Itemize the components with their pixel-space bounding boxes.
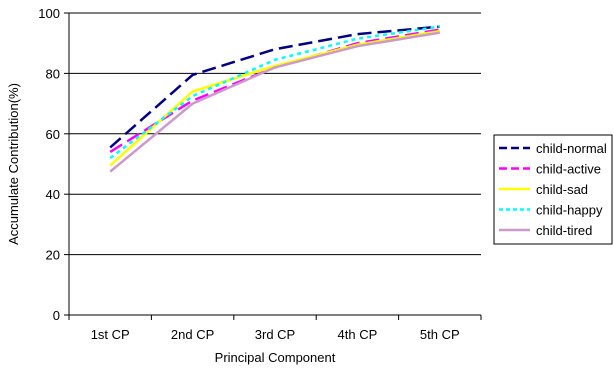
x-tick-labels: 1st CP 2nd CP 3rd CP 4th CP 5th CP [91,327,460,342]
grid-lines [64,12,482,320]
x-tick-label: 5th CP [420,327,460,342]
legend-label: child-happy [536,203,603,218]
y-tick-label: 80 [46,66,60,81]
y-tick-label: 40 [46,187,60,202]
y-tick-labels: 0 20 40 60 80 100 [38,6,60,323]
y-tick-label: 20 [46,248,60,263]
x-axis-title: Principal Component [215,350,336,365]
legend-label: child-active [536,162,601,177]
legend-label: child-normal [536,141,607,156]
series-lines [109,25,441,173]
x-tick-label: 2nd CP [171,327,214,342]
y-tick-label: 60 [46,127,60,142]
legend-label: child-sad [536,182,588,197]
y-tick-label: 100 [38,6,60,21]
series-line-child-sad [109,29,441,167]
legend-label: child-tired [536,223,592,238]
y-tick-label: 0 [53,308,60,323]
legend: child-normal child-active child-sad child-h… [493,134,613,245]
series-line-child-normal [109,25,440,149]
x-tick-label: 1st CP [91,327,130,342]
y-axis-title: Accumulate Contribution(%) [6,83,21,245]
series-line-child-tired [109,31,441,173]
x-tick-label: 4th CP [338,327,378,342]
series-line-child-happy [109,25,440,159]
x-tick-label: 3rd CP [255,327,295,342]
